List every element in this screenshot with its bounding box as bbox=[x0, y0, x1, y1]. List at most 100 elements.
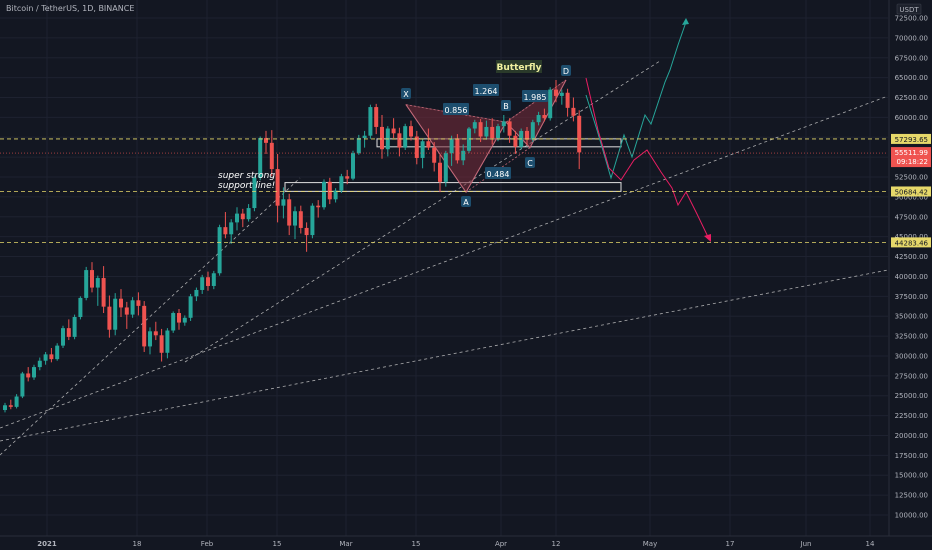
time-tick-label: 17 bbox=[726, 540, 735, 548]
candle-body bbox=[554, 89, 558, 96]
pattern-ratio-line bbox=[405, 104, 507, 123]
candle-body bbox=[577, 115, 582, 153]
candle bbox=[264, 130, 268, 154]
current-price-badge-bg bbox=[891, 147, 931, 168]
candle bbox=[577, 110, 582, 170]
candle-body bbox=[264, 138, 268, 143]
candle-body bbox=[37, 360, 42, 368]
price-tick-label: 62500.00 bbox=[895, 94, 928, 102]
candle bbox=[449, 135, 454, 166]
trend-line bbox=[0, 177, 301, 456]
candle-body bbox=[194, 289, 199, 297]
countdown-text: 09:18:22 bbox=[897, 158, 928, 166]
candle-body bbox=[501, 121, 506, 127]
candle-body bbox=[8, 405, 13, 407]
candle-body bbox=[327, 181, 332, 200]
price-tick-label: 72500.00 bbox=[895, 15, 928, 23]
candle bbox=[339, 173, 344, 193]
candle bbox=[472, 119, 477, 134]
candle bbox=[194, 287, 199, 302]
pattern-point-badge bbox=[401, 88, 411, 99]
candle bbox=[84, 266, 89, 301]
candle-body bbox=[119, 298, 123, 308]
candle-body bbox=[507, 121, 512, 136]
candle bbox=[287, 193, 292, 236]
currency-badge bbox=[896, 3, 922, 15]
pattern-ratio-badge bbox=[522, 90, 548, 102]
pattern-point-badge bbox=[561, 65, 571, 76]
bullish-projection bbox=[585, 21, 687, 180]
candle-body bbox=[148, 331, 152, 347]
candle bbox=[275, 153, 280, 223]
pattern-point-text: A bbox=[463, 198, 469, 207]
price-axis[interactable]: USDT 10000.00 12500.00 15000.00 17500.00 2000… bbox=[888, 0, 932, 550]
candle-body bbox=[78, 297, 83, 317]
candle-body bbox=[14, 396, 19, 407]
candle-body bbox=[217, 227, 222, 274]
candle-body bbox=[159, 335, 164, 353]
candle bbox=[554, 80, 558, 103]
candle bbox=[542, 108, 547, 122]
time-tick-label: Jun bbox=[800, 540, 812, 548]
price-level-badge-text: 57293.65 bbox=[895, 136, 928, 144]
candle-body bbox=[55, 345, 60, 360]
candle-body bbox=[235, 213, 239, 223]
candle bbox=[130, 297, 135, 318]
candle bbox=[32, 364, 36, 380]
candle-body bbox=[258, 138, 263, 178]
candle-body bbox=[333, 190, 338, 200]
candle bbox=[536, 111, 541, 126]
bullish-projection-arrowhead bbox=[682, 18, 689, 25]
pattern-point-label: D bbox=[561, 65, 571, 76]
pattern-point-badge bbox=[461, 196, 471, 207]
candle-body bbox=[345, 176, 350, 179]
candle-body bbox=[130, 300, 135, 315]
candle bbox=[159, 328, 164, 362]
candle bbox=[501, 115, 506, 133]
time-tick-label: 15 bbox=[273, 540, 282, 548]
annotation-text: super strong bbox=[218, 171, 275, 181]
candle-body bbox=[432, 147, 437, 163]
candle bbox=[136, 292, 141, 316]
projection-paths bbox=[585, 18, 711, 242]
candle bbox=[281, 187, 286, 219]
candle-body bbox=[409, 126, 413, 137]
candle-body bbox=[287, 199, 292, 226]
candle-body bbox=[426, 141, 431, 148]
pattern-ratio-text: 1.985 bbox=[524, 93, 547, 102]
pattern-labels: X A B C D 0.856 1.264 1.985 0.484 Butterfly super … bbox=[218, 60, 571, 207]
candle bbox=[391, 118, 396, 139]
candle bbox=[26, 367, 31, 382]
candle-body bbox=[3, 405, 7, 411]
time-tick-label: 12 bbox=[552, 540, 561, 548]
time-axis[interactable]: 2021 18 Feb 15 Mar 15 Apr 12 May 17 Jun 14 bbox=[0, 535, 932, 550]
pattern-point-label: B bbox=[501, 100, 511, 111]
currency-label: USDT bbox=[896, 3, 922, 15]
price-tick-label: 32500.00 bbox=[895, 333, 928, 341]
pattern-name-text: Butterfly bbox=[497, 63, 542, 73]
candle bbox=[217, 224, 222, 276]
candle bbox=[20, 371, 25, 399]
candle bbox=[484, 120, 489, 140]
currency-text: USDT bbox=[899, 6, 919, 14]
price-tick-label: 27500.00 bbox=[895, 372, 928, 380]
candle-body bbox=[153, 331, 158, 336]
candle-body bbox=[84, 270, 89, 298]
candle-body bbox=[461, 150, 466, 161]
pattern-point-label: X bbox=[401, 88, 411, 99]
candle bbox=[368, 104, 373, 139]
candle bbox=[61, 325, 65, 349]
candle bbox=[107, 295, 112, 338]
pattern-point-text: B bbox=[503, 102, 509, 111]
annotation-text: support line! bbox=[218, 181, 275, 191]
time-tick-label: 14 bbox=[866, 540, 875, 548]
pattern-ratio-line bbox=[465, 147, 531, 193]
candle bbox=[211, 270, 216, 290]
candle-body bbox=[171, 313, 176, 331]
candle bbox=[49, 348, 54, 363]
candle-body bbox=[66, 328, 71, 337]
price-tick-label: 45000.00 bbox=[895, 233, 928, 241]
candle bbox=[432, 142, 437, 172]
